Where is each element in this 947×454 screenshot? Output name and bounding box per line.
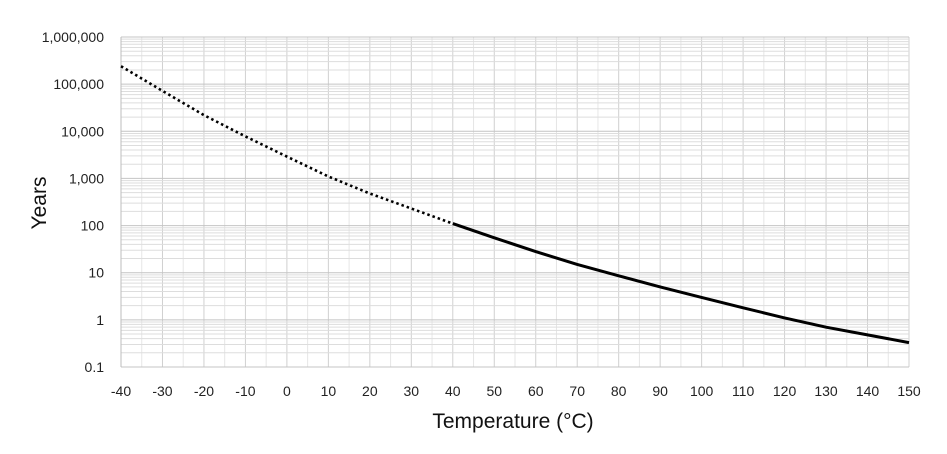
x-tick-label: 80 [611, 383, 627, 399]
x-tick-label: -40 [111, 383, 131, 399]
x-tick-label: 90 [652, 383, 668, 399]
x-tick-label: 10 [321, 383, 337, 399]
y-tick-label: 0.1 [85, 359, 105, 375]
y-tick-label: 100 [81, 218, 105, 234]
grid [120, 36, 910, 368]
x-tick-label: 20 [362, 383, 378, 399]
x-axis-title: Temperature (°C) [432, 410, 593, 433]
x-tick-label: 30 [404, 383, 420, 399]
x-tick-label: 50 [486, 383, 502, 399]
y-tick-label: 1 [96, 312, 104, 328]
series-lines [120, 65, 910, 345]
y-tick-label: 100,000 [53, 76, 104, 92]
x-tick-label: 150 [897, 383, 921, 399]
x-tick-label: 70 [569, 383, 585, 399]
y-tick-label: 1,000 [69, 170, 104, 186]
x-tick-label: 60 [528, 383, 544, 399]
x-tick-label: -10 [235, 383, 255, 399]
x-tick-label: 120 [773, 383, 797, 399]
y-axis-title: Years [28, 177, 51, 230]
dotted-series-line [120, 65, 454, 225]
x-tick-label: -20 [194, 383, 214, 399]
x-tick-label: 40 [445, 383, 461, 399]
x-tick-label: 100 [690, 383, 714, 399]
x-tick-label: 130 [814, 383, 838, 399]
x-tick-label: 110 [732, 383, 755, 399]
x-tick-label: 140 [856, 383, 880, 399]
x-axis-tick-labels: -40 -30 -20 -10 0 10 20 30 40 50 60 70 80 90 100 110 120… [111, 383, 921, 399]
x-tick-label: 0 [283, 383, 291, 399]
y-tick-label: 1,000,000 [42, 29, 104, 45]
solid-series-line [452, 222, 910, 345]
y-axis-tick-labels: 0.1 1 10 100 1,000 10,000 100,000 1,000,000 [42, 29, 105, 375]
y-tick-label: 10,000 [61, 123, 104, 139]
y-tick-label: 10 [88, 265, 104, 281]
x-tick-label: -30 [152, 383, 172, 399]
